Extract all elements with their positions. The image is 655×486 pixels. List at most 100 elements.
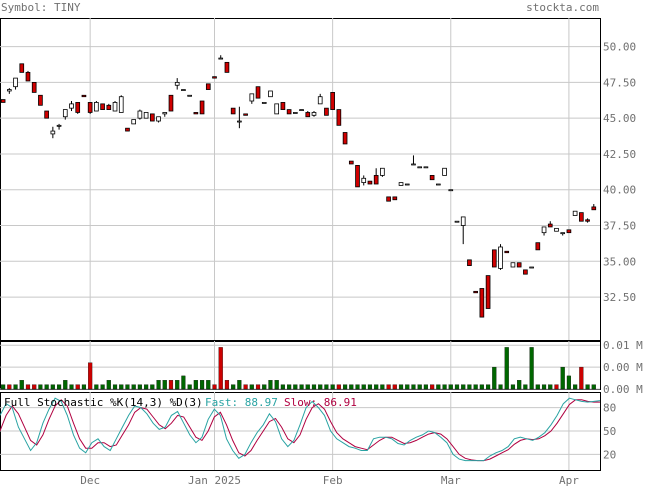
candle: [516, 262, 522, 268]
candle-body: [417, 166, 423, 169]
candle-body: [19, 63, 25, 73]
candle: [230, 107, 236, 115]
volume-bar: [330, 384, 335, 390]
candle-body: [218, 57, 224, 60]
candle-body: [541, 226, 547, 234]
candle: [199, 100, 205, 115]
volume-bar: [473, 384, 478, 390]
candle: [274, 103, 280, 115]
candle-body: [398, 182, 404, 186]
volume-bar: [560, 366, 565, 390]
volume-bar: [100, 384, 105, 390]
volume-bar: [144, 384, 149, 390]
candle: [100, 103, 105, 110]
price-tick-label: 37.50: [603, 220, 636, 233]
candle: [0, 99, 6, 103]
candle-body: [69, 103, 74, 109]
candle: [174, 78, 180, 90]
price-tick-label: 45.00: [603, 112, 636, 125]
candle: [212, 76, 217, 79]
candle-body: [131, 119, 137, 125]
candle: [417, 166, 423, 169]
candle-body: [585, 219, 590, 222]
candle-body: [299, 109, 304, 111]
candle-body: [554, 227, 559, 232]
candle: [510, 262, 516, 268]
volume-bar: [224, 380, 230, 390]
candle-body: [380, 167, 385, 176]
candle: [150, 113, 155, 122]
candle-body: [268, 90, 273, 98]
volume-bar: [448, 384, 453, 390]
volume-bar: [486, 384, 491, 390]
x-axis-label: Jan 2025: [188, 474, 241, 486]
volume-bar: [280, 384, 285, 390]
candle: [305, 111, 311, 118]
volume-bar: [94, 384, 99, 390]
fast-line: [0, 397, 601, 462]
symbol-label: Symbol: TINY: [1, 1, 81, 14]
candle-body: [510, 262, 516, 268]
candle-body: [523, 269, 528, 275]
candle-body: [94, 102, 99, 112]
candle: [566, 229, 572, 234]
volume-bar: [405, 384, 410, 390]
volume-bar: [343, 384, 348, 390]
candle: [299, 109, 304, 111]
volume-bar: [13, 384, 18, 390]
volume-bar: [125, 384, 130, 390]
volume-bar: [299, 384, 304, 390]
candle: [367, 180, 373, 185]
candle-body: [367, 180, 373, 185]
candle: [467, 259, 472, 266]
candle: [380, 167, 385, 177]
volume-tick-label: 0.01 M: [603, 339, 643, 352]
candle-body: [137, 110, 143, 119]
candle: [56, 123, 62, 130]
volume-bar: [349, 384, 354, 390]
site-name[interactable]: stockta.com: [526, 1, 599, 14]
candle-body: [355, 165, 360, 188]
candle: [311, 111, 317, 117]
volume-bar: [287, 384, 292, 390]
candle: [243, 113, 248, 116]
candle: [392, 196, 398, 201]
candle: [187, 94, 192, 97]
volume-bar: [573, 384, 578, 390]
volume-bar: [237, 380, 242, 390]
volume-bar: [50, 384, 55, 390]
candle: [529, 266, 534, 269]
candle-body: [498, 246, 503, 269]
candle-body: [212, 76, 217, 79]
volume-bar: [274, 380, 279, 390]
candle: [255, 86, 261, 99]
candle-body: [392, 196, 398, 201]
candle: [454, 220, 460, 223]
volume-bar: [106, 380, 111, 390]
candle: [31, 82, 37, 93]
candle: [13, 77, 18, 90]
volume-bar: [510, 384, 516, 390]
price-tick-label: 47.50: [603, 76, 636, 89]
volume-bar: [467, 384, 472, 390]
volume-bar: [156, 380, 161, 390]
candle-body: [454, 220, 460, 223]
candle-body: [442, 167, 447, 176]
candle-body: [156, 116, 161, 122]
volume-bar: [367, 384, 373, 390]
candle: [479, 288, 485, 318]
stoch-tick-label: 80: [603, 402, 616, 415]
candle-body: [591, 206, 597, 211]
candle: [591, 204, 597, 211]
volume-bar: [181, 375, 186, 390]
candle-body: [336, 109, 342, 126]
candle-body: [361, 177, 367, 183]
volume-bar: [436, 384, 441, 390]
candle: [25, 70, 31, 82]
candle-body: [460, 216, 466, 226]
x-axis-label: Dec: [80, 474, 100, 486]
candle-body: [112, 102, 118, 112]
volume-bar: [56, 384, 62, 390]
candle: [94, 101, 99, 112]
candle-body: [330, 92, 335, 110]
